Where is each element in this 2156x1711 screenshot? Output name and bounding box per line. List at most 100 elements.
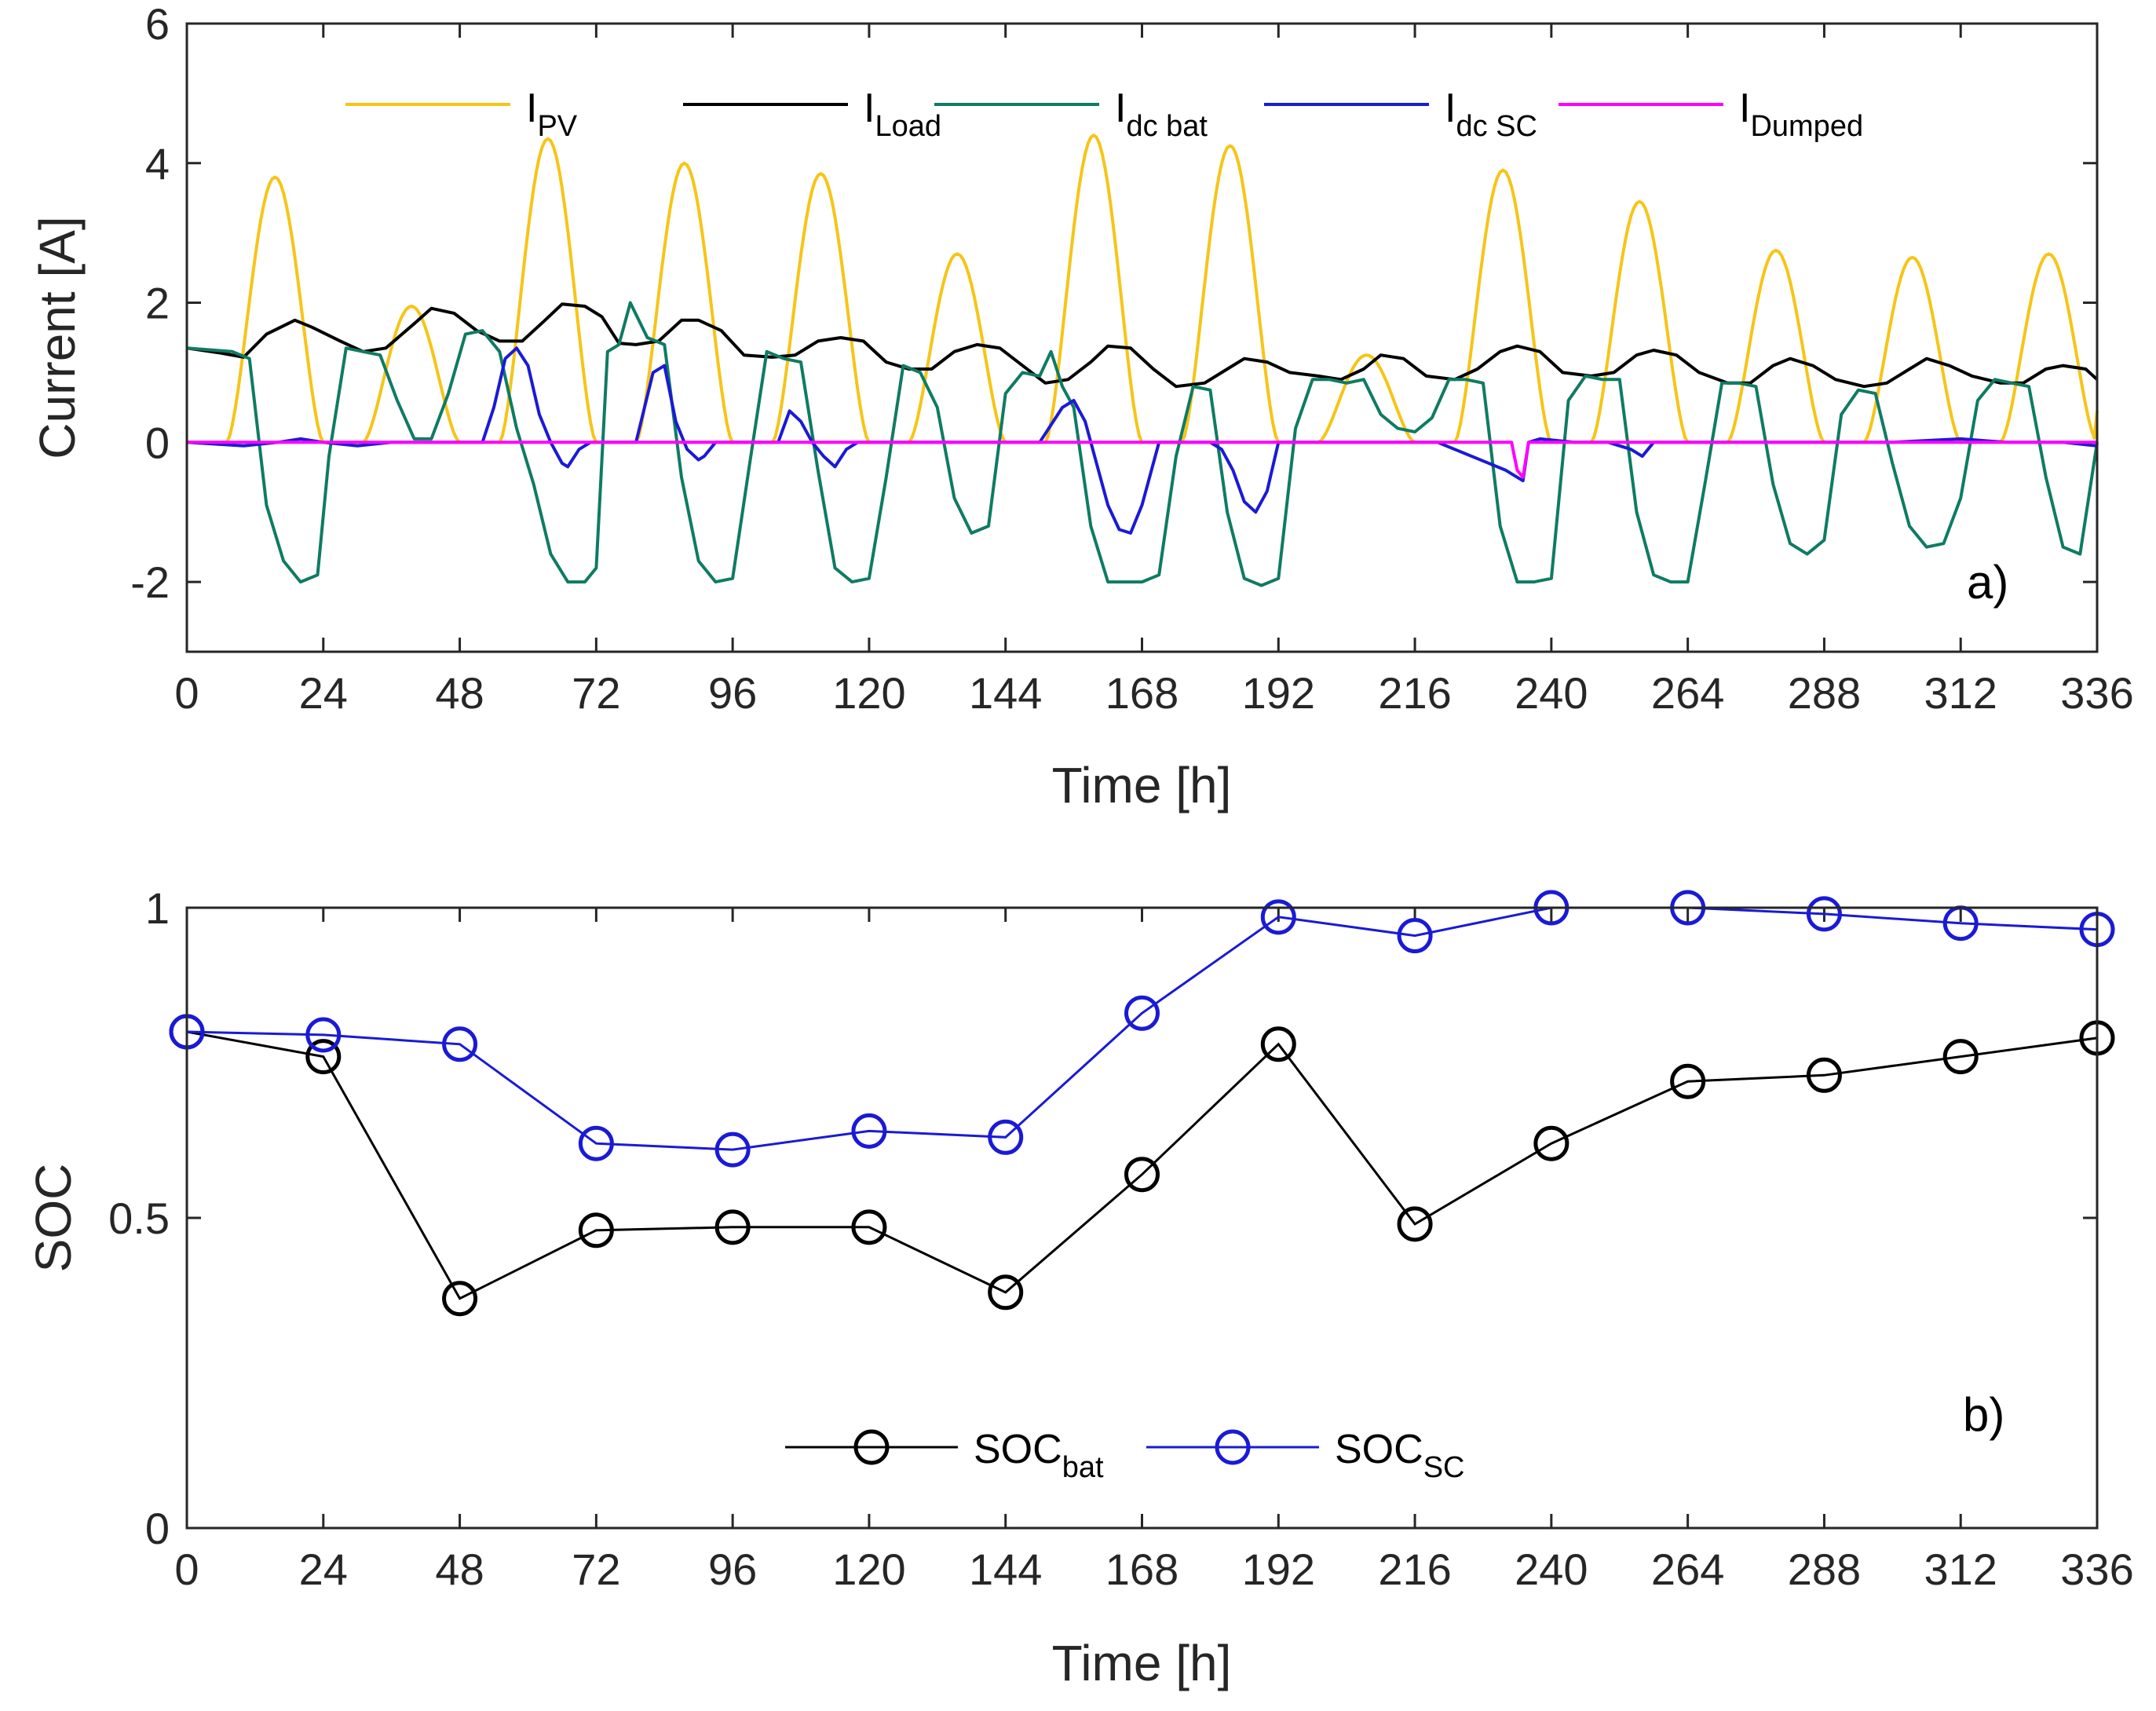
- legend-entry-i-dc-bat: Idc bat: [934, 86, 1208, 143]
- series-line-i-load: [186, 302, 2099, 389]
- panel-a-x-tick-label: 168: [1105, 668, 1178, 718]
- data-point-soc-bat: [988, 1274, 1024, 1311]
- panel-a-legend: IPV ILoad Idc bat Idc SC IDumped: [345, 86, 1863, 143]
- legend-label: Idc SC: [1445, 86, 1537, 143]
- panel-b-x-tick-label: 0: [174, 1545, 199, 1594]
- legend-label-main: I: [1115, 86, 1126, 131]
- legend-label: IPV: [526, 86, 578, 143]
- data-point-soc-sc: [1124, 995, 1160, 1031]
- legend-label-subscript: PV: [537, 110, 577, 143]
- legend-entry-i-dc-sc: Idc SC: [1264, 86, 1537, 143]
- legend-label: SOCbat: [974, 1427, 1104, 1484]
- legend-label-main: SOC: [974, 1427, 1062, 1472]
- legend-label-main: I: [1739, 86, 1750, 131]
- legend-label-subscript: bat: [1062, 1451, 1104, 1484]
- series-line-i-dumped: [187, 441, 2097, 479]
- panel-b-label: b): [1963, 1388, 2004, 1441]
- data-point-soc-sc: [1260, 899, 1296, 935]
- data-point-soc-sc: [714, 1132, 751, 1168]
- data-point-soc-bat: [305, 1039, 342, 1075]
- legend-entry-soc-sc: SOCSC: [1146, 1427, 1464, 1484]
- legend-label-subscript: Load: [875, 110, 941, 143]
- panel-b-tick-labels: 0 24 48 72 96 120 144 168 192 216 240 264 288 312 336 0…: [108, 883, 2134, 1594]
- panel-b-x-tick-label: 48: [435, 1545, 484, 1594]
- panel-b-x-tick-label: 168: [1105, 1545, 1178, 1594]
- panel-a-x-tick-label: 240: [1515, 668, 1588, 718]
- panel-a-x-tick-label: 120: [832, 668, 905, 718]
- data-point-soc-bat: [1806, 1057, 1842, 1093]
- panel-b-x-tick-label: 192: [1242, 1545, 1315, 1594]
- panel-b-x-tick-label: 288: [1788, 1545, 1861, 1594]
- panel-a-x-tick-label: 336: [2060, 668, 2133, 718]
- data-point-soc-bat: [442, 1281, 478, 1317]
- series-line-i-dc-bat: [186, 301, 2099, 587]
- series-line-soc-bat: [186, 1030, 2098, 1300]
- panel-a-y-tick-label: 4: [145, 139, 170, 188]
- series-line-soc-sc: [186, 906, 2098, 1151]
- data-point-soc-sc: [851, 1113, 887, 1149]
- data-point-soc-sc: [1397, 918, 1433, 954]
- panel-b-background: [187, 908, 2097, 1528]
- legend-label-main: I: [526, 86, 537, 131]
- data-point-soc-bat: [1397, 1206, 1433, 1242]
- legend-label-main: I: [1445, 86, 1456, 131]
- panel-b-x-tick-label: 144: [969, 1545, 1042, 1594]
- legend-label-subscript: dc bat: [1126, 110, 1208, 143]
- panel-a-x-tick-label: 72: [572, 668, 620, 718]
- panel-a-x-tick-label: 192: [1242, 668, 1315, 718]
- legend-label-main: SOC: [1335, 1427, 1423, 1472]
- legend-label: SOCSC: [1335, 1427, 1464, 1484]
- panel-a-ticks: [185, 22, 2099, 652]
- panel-a-background: [187, 24, 2097, 652]
- panel-a-y-tick-label: -2: [130, 558, 170, 607]
- panel-a-tick-labels: 0 24 48 72 96 120 144 168 192 216 240 264 288 312 336-…: [130, 0, 2134, 718]
- panel-b-x-tick-label: 312: [1924, 1545, 1997, 1594]
- legend-entry-i-load: ILoad: [683, 86, 941, 143]
- panel-a-current-chart: 0 24 48 72 96 120 144 168 192 216 240 264 288 312 336-…: [29, 0, 2134, 813]
- panel-b-x-tick-label: 240: [1515, 1545, 1588, 1594]
- legend-entry-i-pv: IPV: [345, 86, 578, 143]
- legend-entry-soc-bat: SOCbat: [785, 1427, 1104, 1484]
- data-point-soc-sc: [1806, 896, 1842, 932]
- panel-b-frame: [185, 906, 2099, 1530]
- panel-a-x-tick-label: 96: [708, 668, 757, 718]
- legend-label: IDumped: [1739, 86, 1863, 143]
- panel-a-x-tick-label: 216: [1378, 668, 1451, 718]
- data-point-soc-bat: [1670, 1063, 1706, 1099]
- panel-b-x-tick-label: 264: [1651, 1545, 1724, 1594]
- legend-label: ILoad: [864, 86, 941, 143]
- legend-label-main: I: [864, 86, 875, 131]
- panel-b-x-tick-label: 120: [832, 1545, 905, 1594]
- data-point-soc-bat: [714, 1209, 751, 1245]
- data-point-soc-sc: [578, 1125, 614, 1161]
- legend-label-subscript: SC: [1423, 1451, 1465, 1484]
- panel-b-series-group: [169, 890, 2115, 1317]
- panel-b-y-tick-label: 0: [145, 1504, 170, 1553]
- data-point-soc-sc: [988, 1119, 1024, 1155]
- panel-b-x-axis-label: Time [h]: [1052, 1635, 1232, 1691]
- panel-a-frame: [185, 22, 2099, 653]
- panel-a-x-tick-label: 288: [1788, 668, 1861, 718]
- data-point-soc-bat: [578, 1212, 614, 1249]
- panel-a-y-tick-label: 0: [145, 418, 170, 467]
- panel-a-x-tick-label: 264: [1651, 668, 1724, 718]
- panel-b-y-tick-label: 1: [145, 883, 170, 933]
- panel-b-y-tick-label: 0.5: [108, 1194, 170, 1243]
- panel-a-label: a): [1967, 556, 2008, 609]
- legend-label-subscript: dc SC: [1456, 110, 1537, 143]
- panel-a-x-tick-label: 144: [969, 668, 1042, 718]
- legend-entry-i-dumped: IDumped: [1559, 86, 1863, 143]
- panel-b-x-tick-label: 336: [2060, 1545, 2133, 1594]
- panel-a-x-axis-label: Time [h]: [1052, 757, 1232, 813]
- data-point-soc-bat: [851, 1209, 887, 1245]
- panel-b-x-tick-label: 96: [708, 1545, 757, 1594]
- data-point-soc-bat: [1124, 1157, 1160, 1193]
- data-point-soc-bat: [1533, 1125, 1569, 1161]
- panel-a-x-tick-label: 0: [174, 668, 199, 718]
- legend-label: Idc bat: [1115, 86, 1208, 143]
- panel-b-y-axis-label: SOC: [25, 1164, 82, 1273]
- data-point-soc-bat: [1942, 1039, 1979, 1075]
- data-point-soc-sc: [442, 1026, 478, 1062]
- panel-a-y-tick-label: 6: [145, 0, 170, 49]
